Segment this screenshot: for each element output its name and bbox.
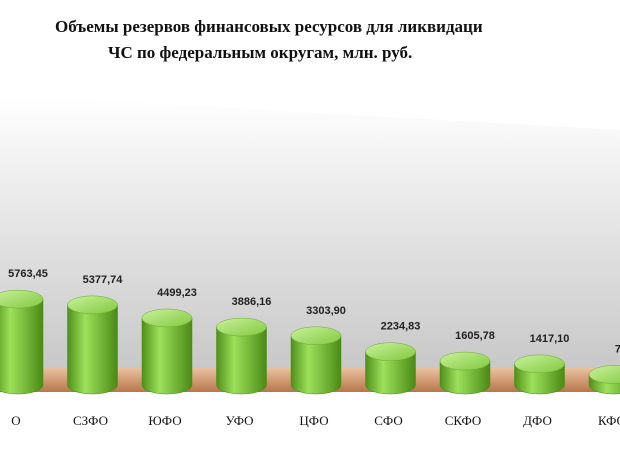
value-label: 4499,23 [157,287,197,299]
value-label: 2234,83 [381,321,421,333]
value-label: 1605,78 [455,330,495,342]
bar [514,354,565,395]
bar-top [67,295,118,315]
chart-title: Объемы резервов финансовых ресурсов для … [55,17,483,36]
bar-top [588,365,620,384]
x-tick-label: СКФО [445,413,482,428]
bar-body [216,326,267,395]
bar-top [365,342,416,361]
chart-title: ЧС по федеральным округам, млн. руб. [108,43,412,62]
bar-top [290,326,342,346]
value-label: 5763,45 [8,268,48,280]
bar [216,317,267,395]
x-tick-label: КФО [598,413,620,428]
value-label: 700 [615,344,620,356]
bar-top [514,354,565,374]
value-label: 3303,90 [306,305,346,317]
bar [588,365,620,395]
bar-body [67,304,118,395]
x-tick-label: ЦФО [299,413,328,428]
x-tick-label: ЮФО [148,413,181,428]
x-tick-label: ДФО [523,413,552,428]
bar [67,295,118,395]
bar-body [439,360,491,395]
x-tick-label: СЗФО [73,413,108,428]
back-wall [0,95,620,368]
x-tick-label: УФО [225,413,253,428]
bar-body [141,317,193,395]
bar-top [141,308,193,328]
value-label: 1417,10 [530,333,570,345]
bar [290,326,342,395]
bar-body [365,351,416,395]
bar-body [290,335,342,395]
value-label: 5377,74 [83,274,124,286]
bar [141,308,193,395]
bar [365,342,416,395]
bar-top [0,289,44,309]
x-tick-label: СФО [374,413,403,428]
bar [439,351,491,395]
value-label: 3886,16 [232,296,272,308]
bar-top [216,317,267,337]
bar [0,289,44,395]
bar-body [0,298,44,395]
bar-top [439,351,491,371]
x-tick-label: О [11,413,20,428]
